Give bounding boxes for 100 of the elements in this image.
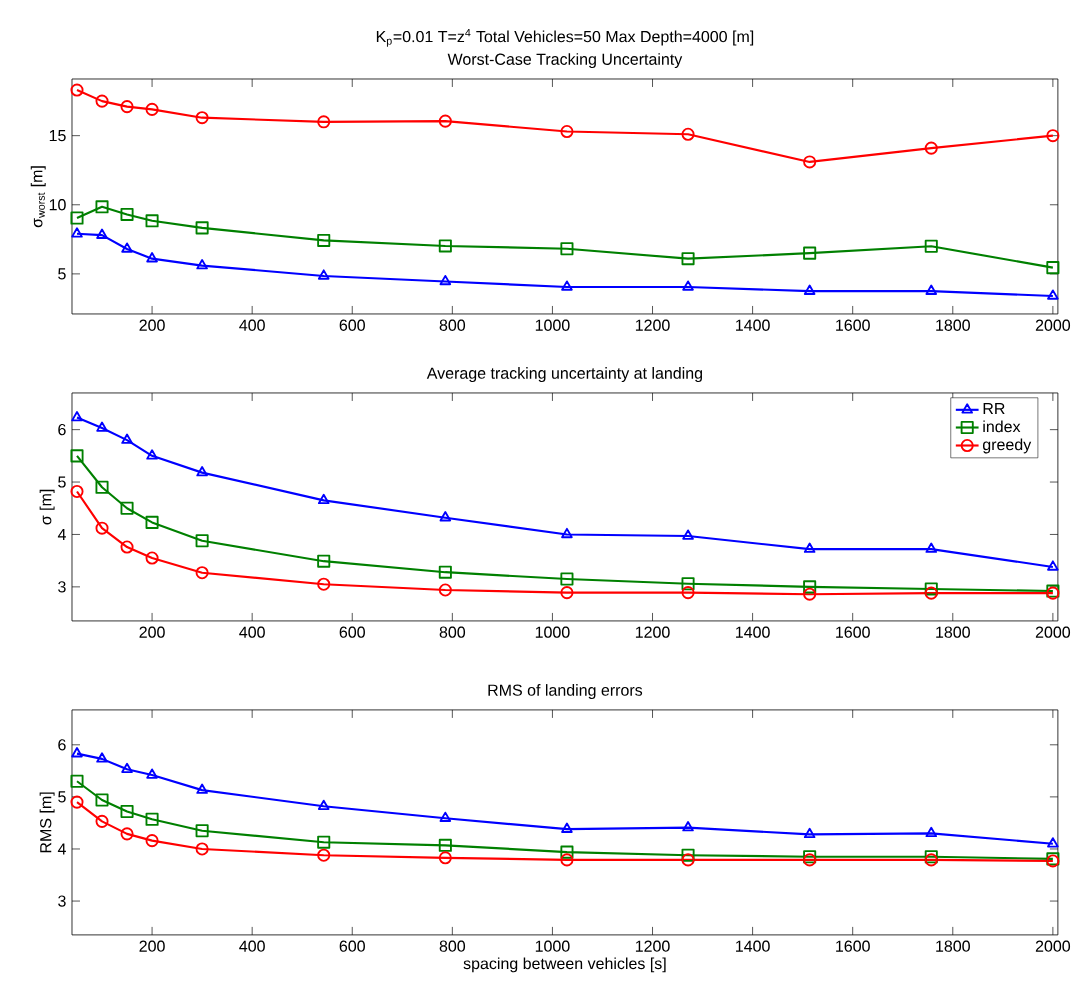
point [438,851,452,865]
point [120,501,134,515]
x-tick-label: 1000 [535,319,570,331]
point [70,774,84,788]
point [681,848,695,862]
x-tick-label: 2000 [1035,319,1071,331]
chart-title: K$_{p}$=0.01 T=z$^{4}$ Total Vehicles=50 Max Depth=4000 [m] [376,29,754,47]
point [317,233,331,248]
point [803,155,817,169]
point [803,284,816,295]
y-tick-label: 10 [49,199,66,211]
point [95,94,109,108]
point [1047,289,1059,300]
x-axis-title: spacing between vehicles [s] [463,957,666,973]
point [561,280,573,291]
point [71,227,83,238]
point [560,586,574,600]
point [96,752,108,763]
x-tick-label: 1800 [936,940,970,952]
point [95,793,109,807]
point [924,586,938,600]
point [439,511,452,522]
point [1046,129,1060,143]
point [560,572,574,586]
point [145,214,159,228]
point [682,529,694,540]
legend-label: RR [983,403,1005,415]
point [145,515,159,529]
point [70,449,84,463]
point [1047,560,1059,571]
point [146,768,158,779]
y-tick-label: 3 [58,895,66,907]
x-tick-label: 1800 [936,626,970,638]
point [120,804,134,819]
x-tick-label: 1400 [736,940,770,952]
y-tick-label: 4 [57,843,66,855]
x-tick-label: 200 [139,319,165,331]
point [121,762,133,774]
chart-subtitle: RMS of landing errors [488,684,643,700]
point [70,211,84,225]
point [682,280,694,291]
point [95,814,109,828]
point [196,783,208,794]
point [681,127,695,141]
point [439,811,452,823]
x-tick-label: 600 [339,940,365,952]
y-axis-title: σ [m] [39,489,55,525]
point [681,853,695,867]
point [803,542,816,553]
x-tick-label: 200 [139,940,165,952]
point [195,111,209,125]
point [439,275,452,286]
point [195,221,209,235]
x-tick-label: 200 [139,626,165,638]
x-tick-label: 1600 [836,319,870,331]
x-tick-label: 800 [439,319,466,331]
point [196,259,208,270]
point [195,824,209,838]
point [560,853,574,867]
y-tick-label: 5 [58,268,66,280]
x-tick-label: 800 [439,626,466,638]
point [120,207,134,222]
point [317,848,331,862]
point [681,252,695,266]
point [146,449,158,460]
x-tick-label: 400 [239,626,265,638]
y-axis-title: RMS [m] [39,792,55,853]
point [195,566,209,580]
x-tick-label: 2000 [1035,626,1071,638]
point [195,842,209,856]
point [145,812,159,826]
point [924,582,938,596]
point [317,835,331,849]
point [681,577,695,591]
x-tick-label: 400 [239,940,265,952]
point [924,141,938,155]
x-tick-label: 1200 [635,940,670,952]
point [1047,837,1059,848]
point [120,827,134,841]
point [121,433,133,444]
y-tick-label: 3 [58,581,66,593]
point [561,822,573,833]
point [95,521,109,535]
y-tick-label: 6 [58,424,66,436]
point [438,583,452,597]
point [438,114,452,128]
point [682,821,694,832]
point [925,826,938,838]
y-tick-label: 5 [58,476,66,488]
point [803,246,817,260]
point [70,83,84,97]
x-tick-label: 600 [339,626,365,638]
legend-label: index [983,420,1021,433]
point [121,242,133,253]
point [438,838,452,852]
point [803,580,817,594]
x-tick-label: 1600 [836,940,870,952]
x-tick-label: 1000 [535,626,570,638]
point [317,269,330,280]
point [561,527,573,539]
